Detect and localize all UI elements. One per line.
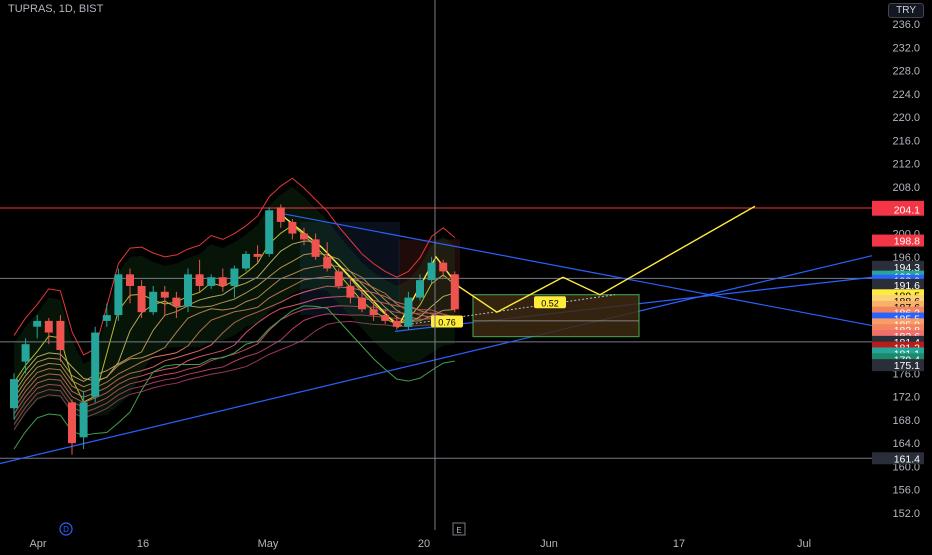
candle-body[interactable] bbox=[137, 285, 146, 313]
candle-body[interactable] bbox=[404, 297, 413, 327]
candle-body[interactable] bbox=[358, 297, 366, 310]
candle-body[interactable] bbox=[10, 379, 18, 409]
y-tick-label: 164.0 bbox=[892, 438, 920, 450]
y-tick-label: 220.0 bbox=[892, 112, 920, 124]
ribbon-line bbox=[13, 264, 455, 399]
candle-body[interactable] bbox=[439, 262, 448, 272]
ribbon-line bbox=[13, 285, 456, 410]
pattern-label-box bbox=[534, 296, 566, 309]
candle-body[interactable] bbox=[265, 210, 274, 254]
y-tick-label: 216.0 bbox=[892, 135, 920, 147]
ribbon-line bbox=[13, 295, 456, 415]
x-tick-label: 17 bbox=[673, 538, 685, 550]
dividend-marker-label: D bbox=[63, 525, 69, 534]
candle-body[interactable] bbox=[79, 402, 88, 438]
x-tick-label: 16 bbox=[137, 538, 149, 550]
candle-body[interactable] bbox=[369, 309, 378, 316]
y-tick-label: 152.0 bbox=[892, 508, 920, 520]
candle-body[interactable] bbox=[427, 262, 436, 281]
candle-body[interactable] bbox=[253, 253, 262, 257]
candle-body[interactable] bbox=[160, 291, 169, 298]
symbol-title[interactable]: TUPRAS, 1D, BIST bbox=[8, 3, 104, 15]
candle-body[interactable] bbox=[300, 233, 308, 240]
candle-body[interactable] bbox=[68, 402, 76, 444]
price-axis-label-box bbox=[872, 278, 924, 291]
earnings-marker[interactable] bbox=[452, 522, 466, 536]
candle-body[interactable] bbox=[114, 274, 123, 316]
price-axis-label: 198.8 bbox=[894, 236, 920, 248]
price-axis-label: 175.1 bbox=[894, 360, 920, 372]
candle-body[interactable] bbox=[230, 268, 239, 286]
candle-body[interactable] bbox=[207, 277, 216, 286]
candle-body[interactable] bbox=[91, 332, 100, 397]
candle-body[interactable] bbox=[346, 285, 355, 298]
y-tick-label: 160.0 bbox=[892, 461, 920, 473]
y-tick-label: 168.0 bbox=[892, 415, 920, 427]
candle-body[interactable] bbox=[172, 297, 181, 307]
price-axis-label: 191.6 bbox=[894, 280, 920, 292]
y-tick-label: 224.0 bbox=[892, 89, 920, 101]
y-tick-label: 176.0 bbox=[892, 368, 920, 380]
price-axis-label-box bbox=[872, 234, 924, 247]
currency-button[interactable]: TRY bbox=[888, 3, 924, 18]
candle-body[interactable] bbox=[218, 277, 227, 286]
price-axis-label-box bbox=[872, 260, 924, 273]
y-tick-label: 156.0 bbox=[892, 485, 920, 497]
y-tick-label: 236.0 bbox=[892, 19, 920, 31]
dividend-marker[interactable] bbox=[59, 522, 73, 536]
candle-body[interactable] bbox=[56, 320, 65, 350]
descending-trendline[interactable] bbox=[279, 212, 873, 327]
envelope-fill bbox=[14, 187, 455, 432]
y-tick-label: 212.0 bbox=[892, 159, 920, 171]
candle-body[interactable] bbox=[450, 274, 459, 310]
x-tick-label: 20 bbox=[418, 538, 430, 550]
candle-body[interactable] bbox=[195, 274, 204, 286]
price-axis-label-box bbox=[872, 203, 924, 216]
candle-body[interactable] bbox=[21, 344, 30, 362]
candle-body[interactable] bbox=[288, 221, 297, 234]
pattern-label: 0.76 bbox=[438, 317, 456, 327]
x-tick-label: Apr bbox=[29, 538, 46, 550]
y-tick-label: 208.0 bbox=[892, 182, 920, 194]
ascending-trendline[interactable] bbox=[0, 255, 873, 465]
upper-band-line bbox=[13, 177, 456, 356]
pattern-label-box bbox=[431, 315, 463, 328]
price-axis-label: 161.4 bbox=[894, 453, 920, 465]
price-axis-label-box bbox=[872, 452, 924, 465]
candle-body[interactable] bbox=[311, 239, 320, 257]
x-tick-label: May bbox=[258, 538, 279, 550]
candle-body[interactable] bbox=[44, 320, 53, 333]
x-tick-label: Jul bbox=[797, 538, 811, 550]
candle-body[interactable] bbox=[184, 274, 192, 307]
candle-body[interactable] bbox=[416, 280, 424, 298]
candle-body[interactable] bbox=[334, 271, 343, 286]
candle-body[interactable] bbox=[242, 253, 250, 269]
candle-body[interactable] bbox=[276, 207, 285, 222]
candle-body[interactable] bbox=[149, 291, 158, 313]
price-axis-label-box bbox=[872, 359, 924, 372]
candle-body[interactable] bbox=[102, 315, 111, 321]
y-tick-label: 172.0 bbox=[892, 392, 920, 404]
earnings-marker-label: E bbox=[456, 526, 461, 535]
ribbon-line bbox=[13, 252, 455, 394]
y-tick-label: 228.0 bbox=[892, 66, 920, 78]
candle-body[interactable] bbox=[33, 320, 42, 327]
price-axis-label: 204.1 bbox=[894, 205, 920, 217]
candle-body[interactable] bbox=[381, 315, 390, 321]
x-tick-label: Jun bbox=[540, 538, 558, 550]
candle-body[interactable] bbox=[126, 274, 134, 286]
pattern-label: 0.52 bbox=[541, 298, 559, 308]
y-tick-label: 232.0 bbox=[892, 42, 920, 54]
candle-body[interactable] bbox=[392, 320, 401, 327]
candle-body[interactable] bbox=[323, 256, 332, 269]
ribbon-line bbox=[13, 276, 455, 404]
